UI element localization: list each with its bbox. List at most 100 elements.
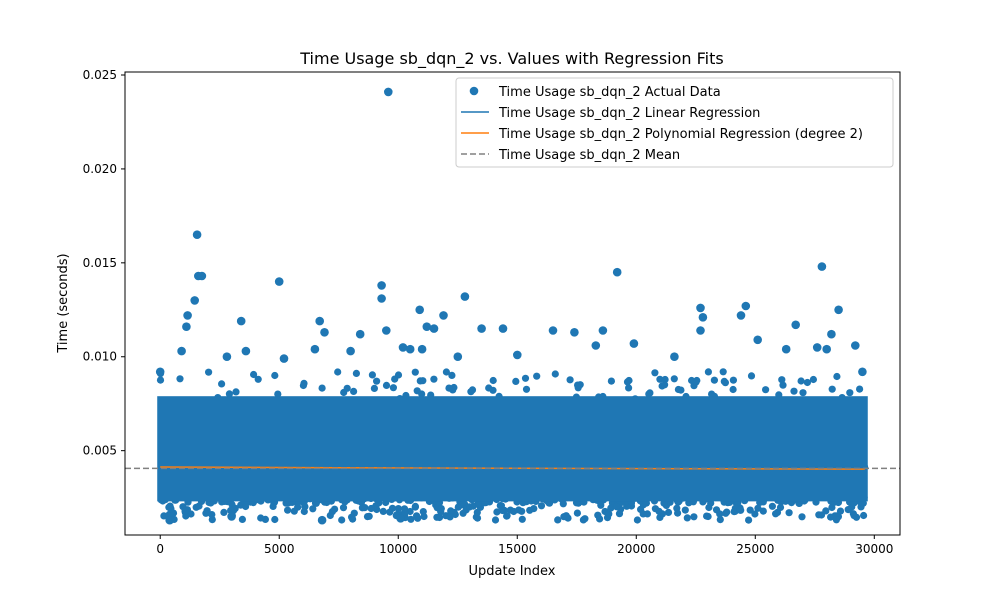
data-point [730, 508, 738, 516]
data-point [698, 313, 708, 322]
data-point [250, 370, 258, 379]
data-point [165, 503, 173, 511]
data-point [177, 346, 186, 356]
data-point [643, 510, 652, 518]
data-point [468, 386, 477, 394]
data-point [503, 512, 511, 520]
data-point [683, 514, 691, 522]
data-point [195, 502, 203, 510]
x-tick-label: 10000 [379, 542, 417, 556]
data-point [656, 375, 664, 383]
data-point [300, 379, 308, 387]
data-point [473, 514, 482, 522]
data-point [419, 377, 427, 385]
x-axis-label: Update Index [468, 564, 555, 579]
data-point [477, 324, 486, 333]
data-point [181, 507, 189, 515]
data-point [651, 369, 659, 377]
data-point [448, 371, 456, 379]
data-point [493, 508, 501, 516]
data-point [858, 367, 867, 377]
data-point [430, 375, 438, 383]
data-point [312, 499, 320, 507]
data-point [860, 511, 868, 520]
legend-label: Time Usage sb_dqn_2 Mean [498, 148, 680, 163]
data-point [846, 389, 854, 397]
data-point [716, 510, 724, 518]
data-point [741, 301, 751, 311]
data-point [447, 507, 455, 515]
data-point [633, 516, 642, 524]
data-point [411, 502, 419, 510]
data-point [315, 316, 325, 326]
data-point [570, 328, 579, 337]
data-point [475, 500, 483, 508]
y-axis-label: Time (seconds) [56, 253, 71, 353]
data-point [785, 509, 793, 517]
data-point [661, 375, 669, 384]
data-point [664, 508, 673, 516]
data-point [415, 305, 425, 315]
y-tick-label: 0.025 [83, 68, 117, 82]
data-point [551, 370, 559, 378]
data-point [377, 294, 386, 303]
data-point [716, 516, 724, 524]
data-point [623, 378, 632, 386]
data-point [437, 505, 445, 513]
data-point [382, 326, 391, 335]
legend-label: Time Usage sb_dqn_2 Polynomial Regressio… [498, 127, 863, 142]
data-point [554, 516, 562, 524]
data-point [309, 505, 317, 513]
data-point [809, 375, 818, 384]
data-point [812, 343, 822, 352]
data-point [165, 515, 174, 525]
data-point [192, 230, 202, 239]
data-point [334, 368, 342, 376]
data-point [400, 505, 409, 513]
data-point [670, 352, 679, 362]
data-point [340, 388, 348, 397]
data-point [413, 512, 421, 520]
data-point [751, 510, 759, 518]
data-point [274, 390, 282, 398]
data-point [605, 510, 613, 518]
data-point [729, 385, 737, 394]
data-point [607, 504, 615, 512]
data-point [190, 296, 199, 305]
data-point [832, 516, 841, 524]
data-point [232, 388, 240, 396]
data-point [459, 509, 467, 517]
data-point [799, 389, 807, 397]
data-point [710, 376, 719, 384]
data-point [489, 386, 497, 394]
data-point [856, 385, 864, 393]
data-point [629, 339, 639, 348]
regression-lines [125, 466, 900, 470]
data-point [828, 503, 836, 512]
data-point [827, 329, 836, 339]
data-point [512, 377, 520, 385]
data-point [612, 502, 621, 511]
data-point [388, 504, 397, 512]
data-point [704, 512, 712, 521]
data-point [489, 376, 497, 385]
data-point [674, 385, 683, 394]
data-point [442, 368, 450, 376]
data-point [205, 368, 213, 376]
data-point [753, 335, 762, 345]
data-point [236, 316, 246, 326]
data-point [798, 513, 806, 521]
data-point [339, 504, 348, 512]
data-point [384, 87, 393, 97]
data-point [439, 311, 448, 320]
data-point [781, 344, 791, 354]
data-point [844, 506, 852, 514]
data-point [254, 375, 262, 383]
data-point [660, 499, 668, 507]
y-axis: 0.005 0.010 0.015 0.020 0.025 [83, 68, 125, 458]
data-point [772, 510, 780, 518]
y-tick-label: 0.010 [83, 350, 117, 364]
data-point [242, 502, 250, 511]
